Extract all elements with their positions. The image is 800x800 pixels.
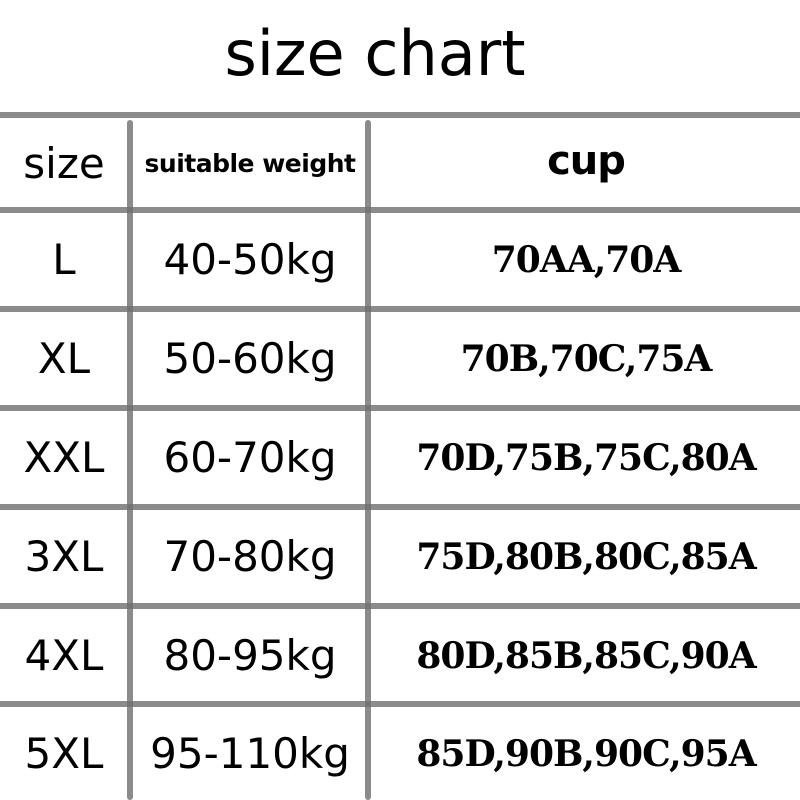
- cell-cup: 70B,70C,75A: [460, 337, 713, 380]
- page-title: size chart: [224, 17, 526, 90]
- cell-weight: 70-80kg: [163, 532, 337, 581]
- table-divider: [0, 603, 800, 609]
- table-divider: [365, 120, 371, 800]
- cell-weight: 40-50kg: [163, 235, 337, 284]
- cell-size: L: [52, 235, 76, 284]
- cell-cup: 85D,90B,90C,95A: [416, 732, 756, 775]
- table-divider: [0, 504, 800, 510]
- cell-weight: 95-110kg: [150, 729, 350, 778]
- header-cup: cup: [547, 138, 626, 184]
- cell-size: XXL: [23, 433, 105, 482]
- cell-weight: 60-70kg: [163, 433, 337, 482]
- cell-size: 4XL: [24, 631, 104, 680]
- table-divider: [127, 120, 133, 800]
- table-divider: [0, 207, 800, 213]
- cell-cup: 70AA,70A: [491, 238, 682, 281]
- cell-weight: 50-60kg: [163, 334, 337, 383]
- table-divider: [0, 306, 800, 312]
- cell-weight: 80-95kg: [163, 631, 337, 680]
- header-weight: suitable weight: [144, 148, 356, 178]
- cell-cup: 80D,85B,85C,90A: [416, 634, 756, 677]
- cell-size: XL: [37, 334, 91, 383]
- table-divider: [0, 405, 800, 411]
- cell-cup: 75D,80B,80C,85A: [416, 535, 756, 578]
- cell-size: 5XL: [24, 729, 104, 778]
- cell-cup: 70D,75B,75C,80A: [416, 436, 756, 479]
- table-divider: [0, 701, 800, 707]
- table-divider: [0, 112, 800, 118]
- cell-size: 3XL: [24, 532, 104, 581]
- header-size: size: [23, 138, 105, 188]
